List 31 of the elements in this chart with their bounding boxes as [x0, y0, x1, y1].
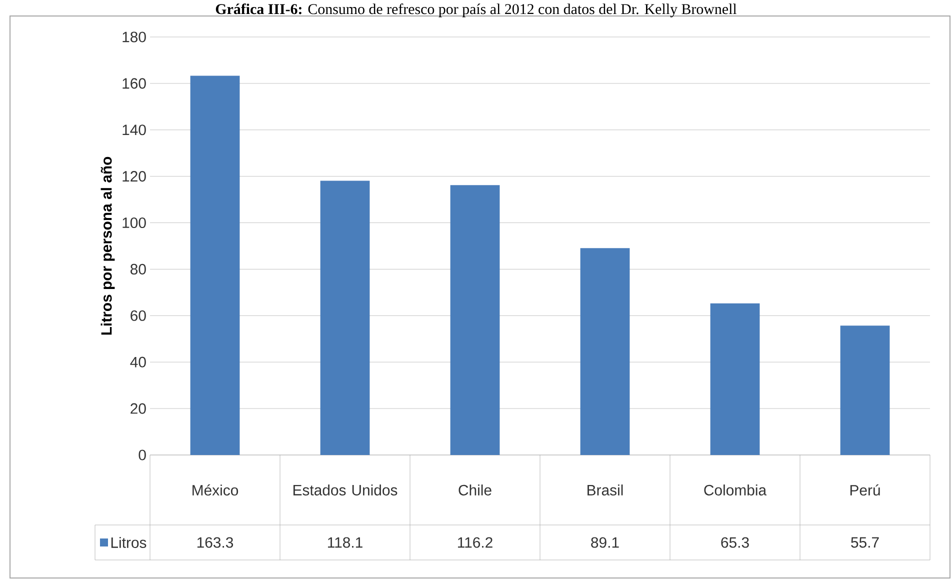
data-label: 55.7	[851, 537, 879, 548]
y-tick-label: 40	[130, 356, 146, 368]
bar	[190, 76, 240, 455]
y-tick-label: 120	[122, 171, 146, 182]
legend-label: Litros	[111, 537, 146, 548]
x-tick-label: Estados Unidos	[293, 484, 398, 496]
bar	[450, 185, 500, 455]
data-label: 65.3	[721, 537, 749, 548]
x-tick-label: Chile	[458, 484, 492, 496]
y-tick-label: 60	[130, 310, 146, 321]
bar	[840, 326, 890, 455]
y-tick-label: 0	[138, 450, 146, 460]
data-label: 89.1	[591, 537, 619, 548]
bar	[320, 180, 370, 455]
x-tick-label: Brasil	[588, 484, 623, 496]
y-tick-label: 180	[122, 32, 146, 42]
x-tick-label: Colombia	[704, 484, 767, 496]
chart-title: Gráfica III-6: Consumo de refresco por país al 2012 con datos del Dr. Kelly Brownell	[216, 4, 737, 18]
y-tick-label: 100	[122, 217, 146, 228]
bar	[710, 303, 760, 455]
x-tick-label: Perú	[850, 484, 880, 496]
x-tick-label: México	[192, 484, 238, 496]
data-label: 118.1	[328, 537, 362, 548]
data-label: 163.3	[197, 537, 234, 548]
data-label: 116.2	[458, 537, 492, 548]
y-tick-label: 160	[122, 78, 146, 89]
y-axis-title: Litros por persona al año	[100, 156, 115, 335]
y-tick-label: 140	[122, 124, 146, 136]
y-tick-label: 20	[130, 403, 146, 414]
y-tick-label: 80	[130, 264, 146, 274]
bar	[580, 248, 630, 455]
